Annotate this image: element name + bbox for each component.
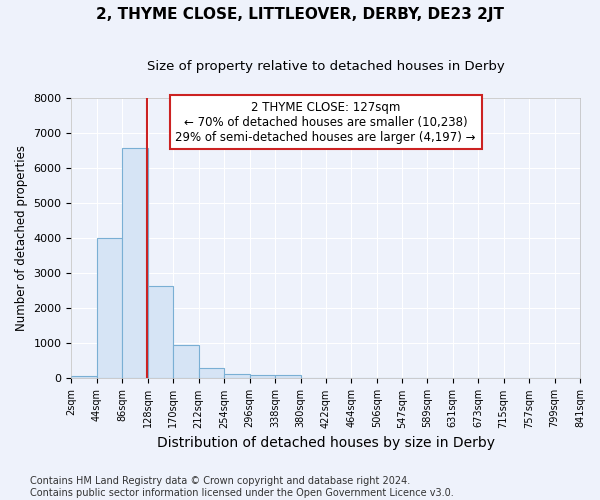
Text: 2 THYME CLOSE: 127sqm
← 70% of detached houses are smaller (10,238)
29% of semi-: 2 THYME CLOSE: 127sqm ← 70% of detached …	[175, 100, 476, 144]
X-axis label: Distribution of detached houses by size in Derby: Distribution of detached houses by size …	[157, 436, 495, 450]
Title: Size of property relative to detached houses in Derby: Size of property relative to detached ho…	[147, 60, 505, 73]
Bar	[122, 148, 148, 378]
Bar	[173, 345, 199, 378]
Bar	[71, 376, 97, 378]
Bar	[97, 238, 122, 378]
Bar	[250, 375, 275, 378]
Text: Contains HM Land Registry data © Crown copyright and database right 2024.
Contai: Contains HM Land Registry data © Crown c…	[30, 476, 454, 498]
Text: 2, THYME CLOSE, LITTLEOVER, DERBY, DE23 2JT: 2, THYME CLOSE, LITTLEOVER, DERBY, DE23 …	[96, 8, 504, 22]
Bar	[224, 374, 250, 378]
Bar	[148, 286, 173, 378]
Bar	[199, 368, 224, 378]
Bar	[275, 376, 301, 378]
Y-axis label: Number of detached properties: Number of detached properties	[15, 145, 28, 331]
